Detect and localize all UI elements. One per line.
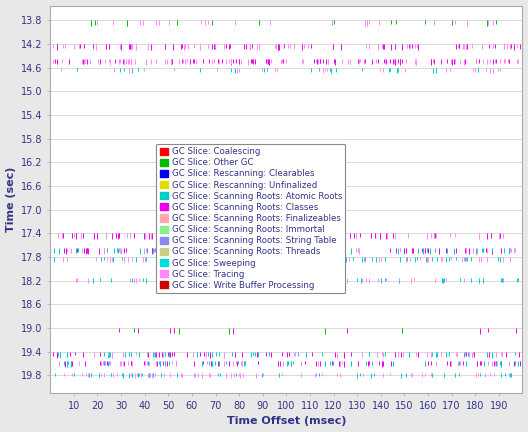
- X-axis label: Time Offset (msec): Time Offset (msec): [227, 416, 346, 426]
- Legend: GC Slice: Coalescing, GC Slice: Other GC, GC Slice: Rescanning: Clearables, GC S: GC Slice: Coalescing, GC Slice: Other GC…: [156, 143, 345, 293]
- Y-axis label: Time (sec): Time (sec): [6, 167, 15, 232]
